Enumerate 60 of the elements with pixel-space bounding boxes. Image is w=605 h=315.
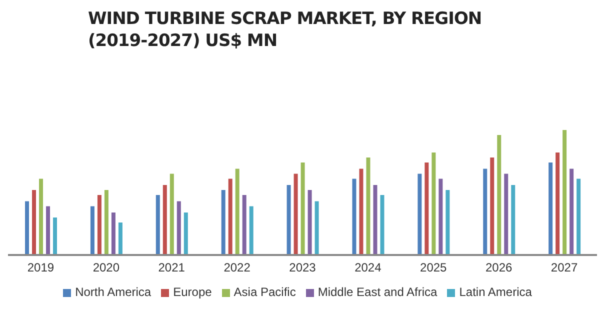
chart-title: WIND TURBINE SCRAP MARKET, BY REGION (2019-2027) US$ MN <box>88 8 483 52</box>
bar <box>221 190 226 255</box>
bar <box>39 178 44 255</box>
bar <box>497 135 502 255</box>
bar <box>286 185 291 255</box>
bar <box>432 152 436 255</box>
x-tick-label: 2023 <box>289 260 316 275</box>
bar <box>490 158 494 255</box>
bar <box>294 174 298 255</box>
bar <box>90 206 94 255</box>
x-tick-label: 2026 <box>485 260 513 275</box>
bar <box>111 212 116 255</box>
bar <box>53 218 58 255</box>
bar <box>511 185 516 255</box>
bar <box>228 178 232 255</box>
bar <box>156 195 160 255</box>
bar <box>25 201 30 255</box>
bar <box>576 178 581 255</box>
x-tick-label: 2024 <box>354 260 382 275</box>
legend-label: North America <box>75 285 152 299</box>
bar <box>46 206 50 255</box>
legend-label: Latin America <box>459 285 532 299</box>
x-tick-label: 2027 <box>550 260 578 275</box>
bar <box>373 185 378 255</box>
bar <box>352 178 356 255</box>
bar <box>162 185 167 255</box>
bar <box>504 174 508 255</box>
bar <box>438 178 443 255</box>
bar <box>562 130 567 255</box>
bar <box>418 174 422 255</box>
bar <box>104 190 108 255</box>
bar <box>170 174 174 255</box>
bar <box>32 190 36 255</box>
bar <box>483 168 488 255</box>
bar <box>380 195 384 255</box>
bar <box>359 168 364 255</box>
bar <box>249 206 254 255</box>
x-tick-label: 2021 <box>158 260 186 275</box>
bar <box>184 212 188 255</box>
bar <box>556 152 560 255</box>
legend-label: Asia Pacific <box>234 285 296 299</box>
bar <box>300 162 305 255</box>
bar <box>548 162 553 255</box>
bar <box>118 222 122 255</box>
bar <box>235 168 240 255</box>
bar <box>97 195 102 255</box>
bar <box>314 201 319 255</box>
bar <box>366 158 370 255</box>
x-tick-label: 2019 <box>27 260 54 275</box>
bar <box>424 162 429 255</box>
x-tick-label: 2020 <box>92 260 120 275</box>
x-tick-label: 2022 <box>224 260 251 275</box>
bar <box>570 168 574 255</box>
bar <box>446 190 450 255</box>
bar <box>176 201 181 255</box>
legend-label: Middle East and Africa <box>318 285 438 299</box>
bar <box>308 190 312 255</box>
x-tick-label: 2025 <box>420 260 448 275</box>
legend-label: Europe <box>173 285 212 299</box>
bar <box>242 195 246 255</box>
